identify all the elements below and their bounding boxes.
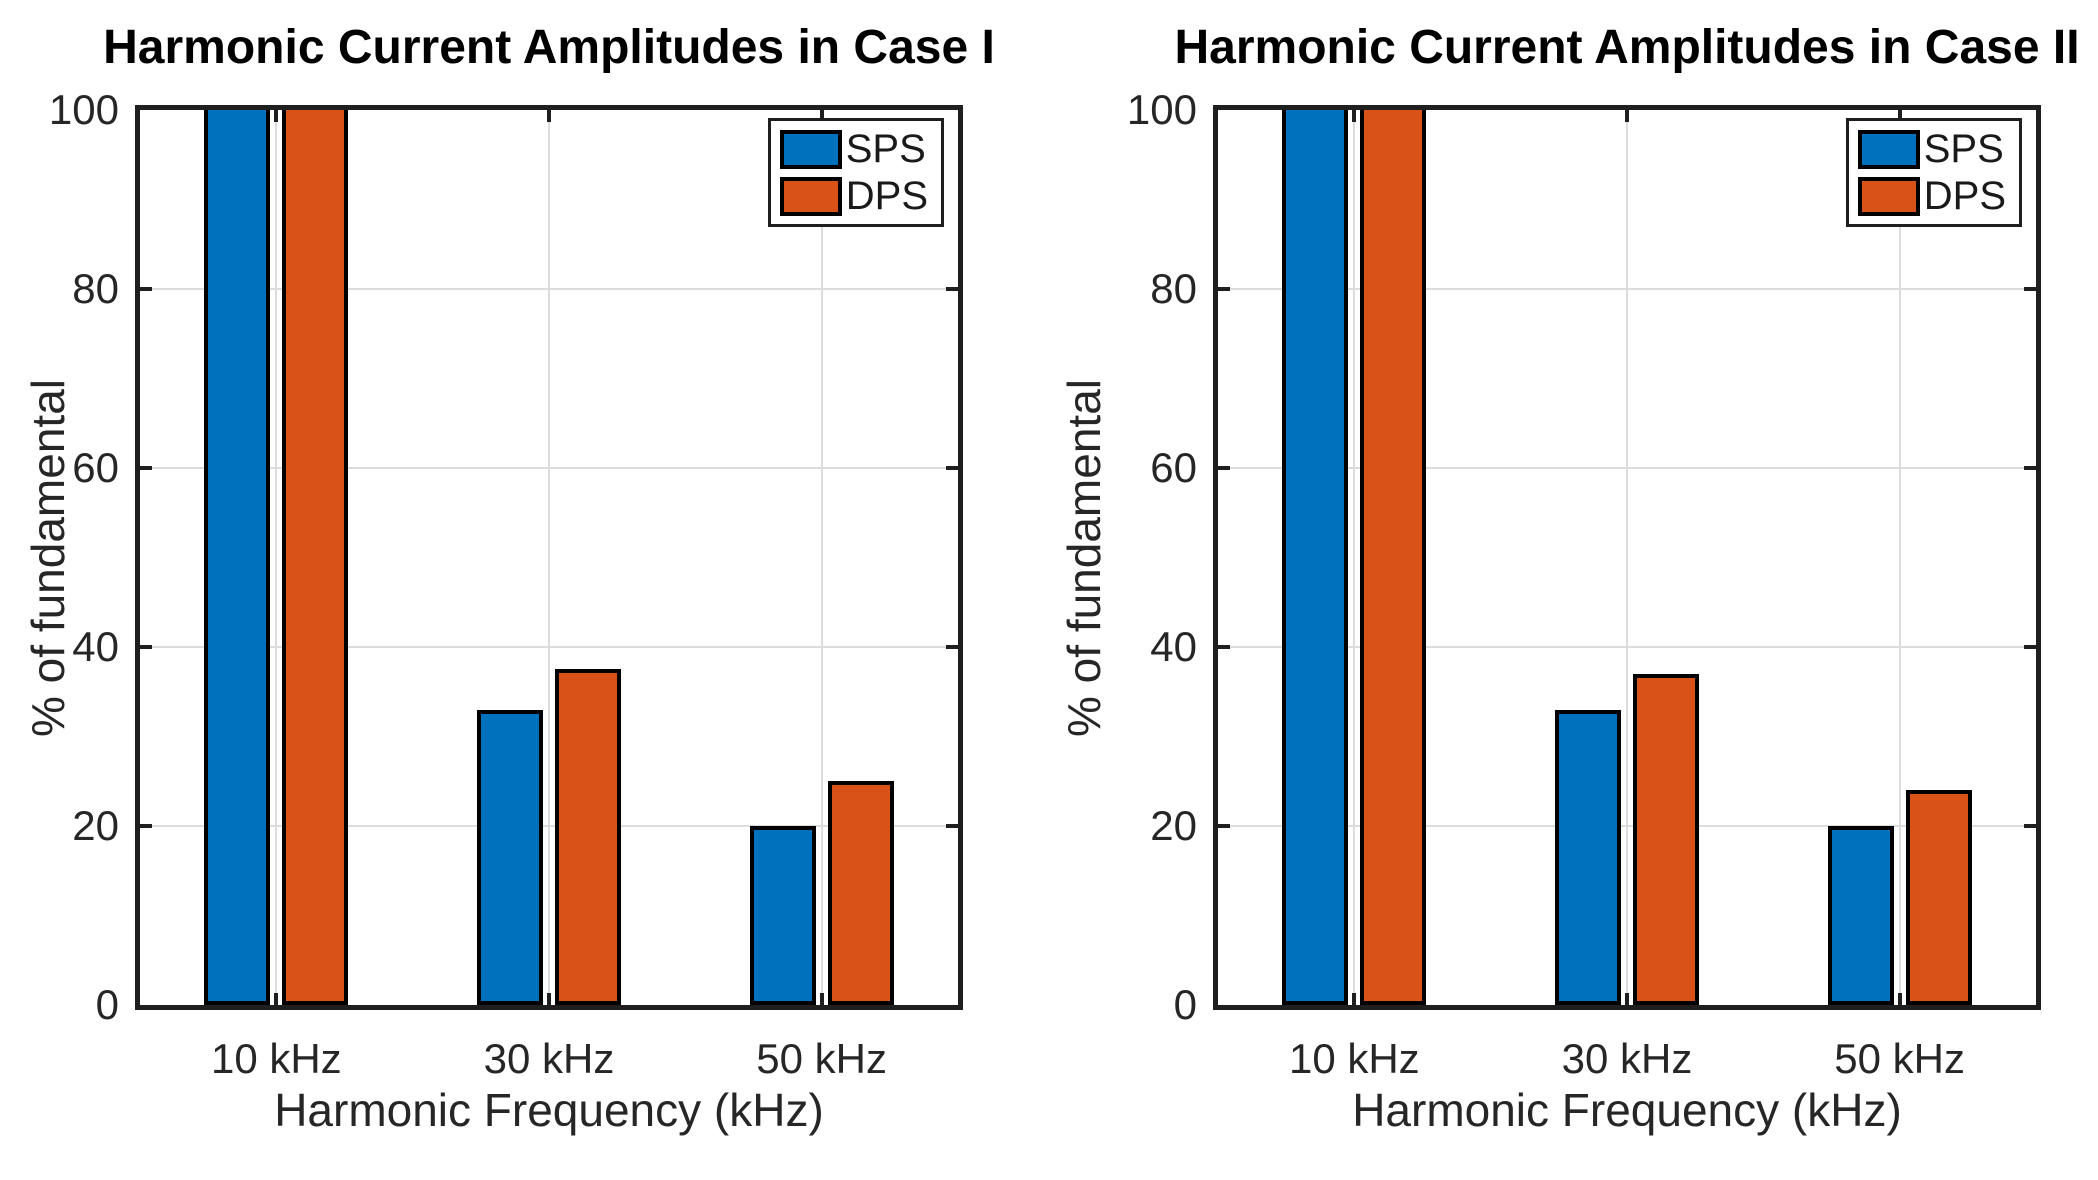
x-tick-top bbox=[1897, 110, 1902, 122]
y-tick-left bbox=[1218, 824, 1230, 828]
bar-dps-10khz bbox=[1360, 110, 1427, 1005]
axes-case-1: SPS DPS bbox=[135, 105, 963, 1010]
y-tick-label: 60 bbox=[1150, 444, 1197, 491]
gridline-vertical bbox=[548, 110, 550, 1005]
bar-dps-30khz bbox=[555, 669, 621, 1005]
x-tick-bottom bbox=[547, 993, 551, 1005]
x-tick-label: 30 kHz bbox=[483, 1035, 615, 1082]
legend-swatch-sps bbox=[779, 129, 842, 169]
y-tick-left bbox=[140, 466, 152, 470]
x-tick-top bbox=[1625, 110, 1629, 122]
x-tick-bottom bbox=[274, 993, 279, 1005]
y-tick-right bbox=[946, 287, 958, 291]
legend-swatch-sps bbox=[1857, 129, 1920, 169]
legend-label-sps: SPS bbox=[845, 127, 926, 171]
x-tick-bottom bbox=[1352, 993, 1357, 1005]
y-axis-label-text: % of fundamental bbox=[1058, 378, 1111, 737]
chart-case-2: Harmonic Current Amplitudes in Case II %… bbox=[1049, 0, 2098, 1180]
y-tick-right bbox=[2024, 824, 2036, 828]
y-tick-right bbox=[946, 824, 958, 828]
gridline-vertical bbox=[1353, 110, 1356, 1005]
legend: SPS DPS bbox=[767, 118, 944, 227]
legend-swatch-dps bbox=[1857, 176, 1920, 216]
x-tick-bottom bbox=[819, 993, 824, 1005]
legend-swatch-dps bbox=[779, 176, 842, 216]
chart-title-case-1: Harmonic Current Amplitudes in Case I bbox=[103, 21, 995, 74]
bar-dps-30khz bbox=[1633, 673, 1699, 1005]
y-tick-right bbox=[2024, 645, 2036, 649]
y-axis-label: % of fundamental bbox=[1049, 105, 1119, 1010]
x-tick-label: 10 kHz bbox=[1288, 1035, 1420, 1082]
bar-sps-50khz bbox=[749, 826, 816, 1005]
bar-sps-10khz bbox=[1282, 110, 1349, 1005]
bar-dps-50khz bbox=[1905, 790, 1972, 1005]
x-axis-label: Harmonic Frequency (kHz) bbox=[1352, 1084, 1902, 1136]
x-tick-label: 10 kHz bbox=[210, 1035, 342, 1082]
y-tick-left bbox=[140, 824, 152, 828]
gridline-vertical bbox=[1626, 110, 1628, 1005]
legend-label-dps: DPS bbox=[1923, 174, 2006, 218]
y-tick-label: 0 bbox=[1173, 981, 1197, 1028]
y-tick-label: 20 bbox=[72, 802, 119, 849]
y-tick-label: 0 bbox=[95, 981, 119, 1028]
x-tick-top bbox=[819, 110, 824, 122]
bar-dps-10khz bbox=[282, 110, 349, 1005]
x-tick-top bbox=[547, 110, 551, 122]
y-tick-label: 80 bbox=[72, 265, 119, 312]
y-tick-left bbox=[140, 645, 152, 649]
chart-case-1: Harmonic Current Amplitudes in Case I % … bbox=[13, 21, 995, 1136]
y-tick-left bbox=[1218, 645, 1230, 649]
y-tick-label: 40 bbox=[72, 623, 119, 670]
gridline-vertical bbox=[820, 110, 823, 1005]
x-tick-label: 50 kHz bbox=[1834, 1035, 1966, 1082]
y-tick-right bbox=[946, 645, 958, 649]
y-tick-label: 20 bbox=[1150, 802, 1197, 849]
y-tick-right bbox=[2024, 466, 2036, 470]
bar-sps-30khz bbox=[477, 709, 543, 1005]
y-tick-left bbox=[1218, 466, 1230, 470]
y-axis-label-text: % of fundamental bbox=[22, 378, 75, 737]
chart-title-case-2: Harmonic Current Amplitudes in Case II bbox=[1174, 21, 2080, 74]
x-tick-top bbox=[274, 110, 279, 122]
x-tick-bottom bbox=[1625, 993, 1629, 1005]
y-tick-label: 60 bbox=[72, 444, 119, 491]
y-tick-right bbox=[946, 466, 958, 470]
bar-sps-30khz bbox=[1555, 709, 1621, 1005]
x-tick-top bbox=[1352, 110, 1357, 122]
legend-entry-dps: DPS bbox=[779, 174, 932, 218]
legend: SPS DPS bbox=[1845, 118, 2022, 227]
x-tick-label: 30 kHz bbox=[1561, 1035, 1693, 1082]
y-tick-label: 40 bbox=[1150, 623, 1197, 670]
y-axis-label: % of fundamental bbox=[13, 105, 83, 1010]
gridline-vertical bbox=[1898, 110, 1901, 1005]
y-tick-label: 80 bbox=[1150, 265, 1197, 312]
bar-sps-10khz bbox=[204, 110, 271, 1005]
y-tick-left bbox=[1218, 287, 1230, 291]
legend-label-sps: SPS bbox=[1923, 127, 2004, 171]
axes-case-2: SPS DPS bbox=[1213, 105, 2041, 1010]
y-tick-label: 100 bbox=[1126, 86, 1197, 133]
legend-entry-dps: DPS bbox=[1857, 174, 2010, 218]
legend-label-dps: DPS bbox=[845, 174, 928, 218]
x-tick-label: 50 kHz bbox=[756, 1035, 888, 1082]
y-tick-label: 100 bbox=[48, 86, 119, 133]
bar-dps-50khz bbox=[827, 781, 894, 1005]
legend-entry-sps: SPS bbox=[1857, 127, 2010, 171]
gridline-vertical bbox=[275, 110, 278, 1005]
bar-sps-50khz bbox=[1827, 826, 1894, 1005]
x-axis-label: Harmonic Frequency (kHz) bbox=[274, 1084, 824, 1136]
legend-entry-sps: SPS bbox=[779, 127, 932, 171]
y-tick-right bbox=[2024, 287, 2036, 291]
y-tick-left bbox=[140, 287, 152, 291]
x-tick-bottom bbox=[1897, 993, 1902, 1005]
